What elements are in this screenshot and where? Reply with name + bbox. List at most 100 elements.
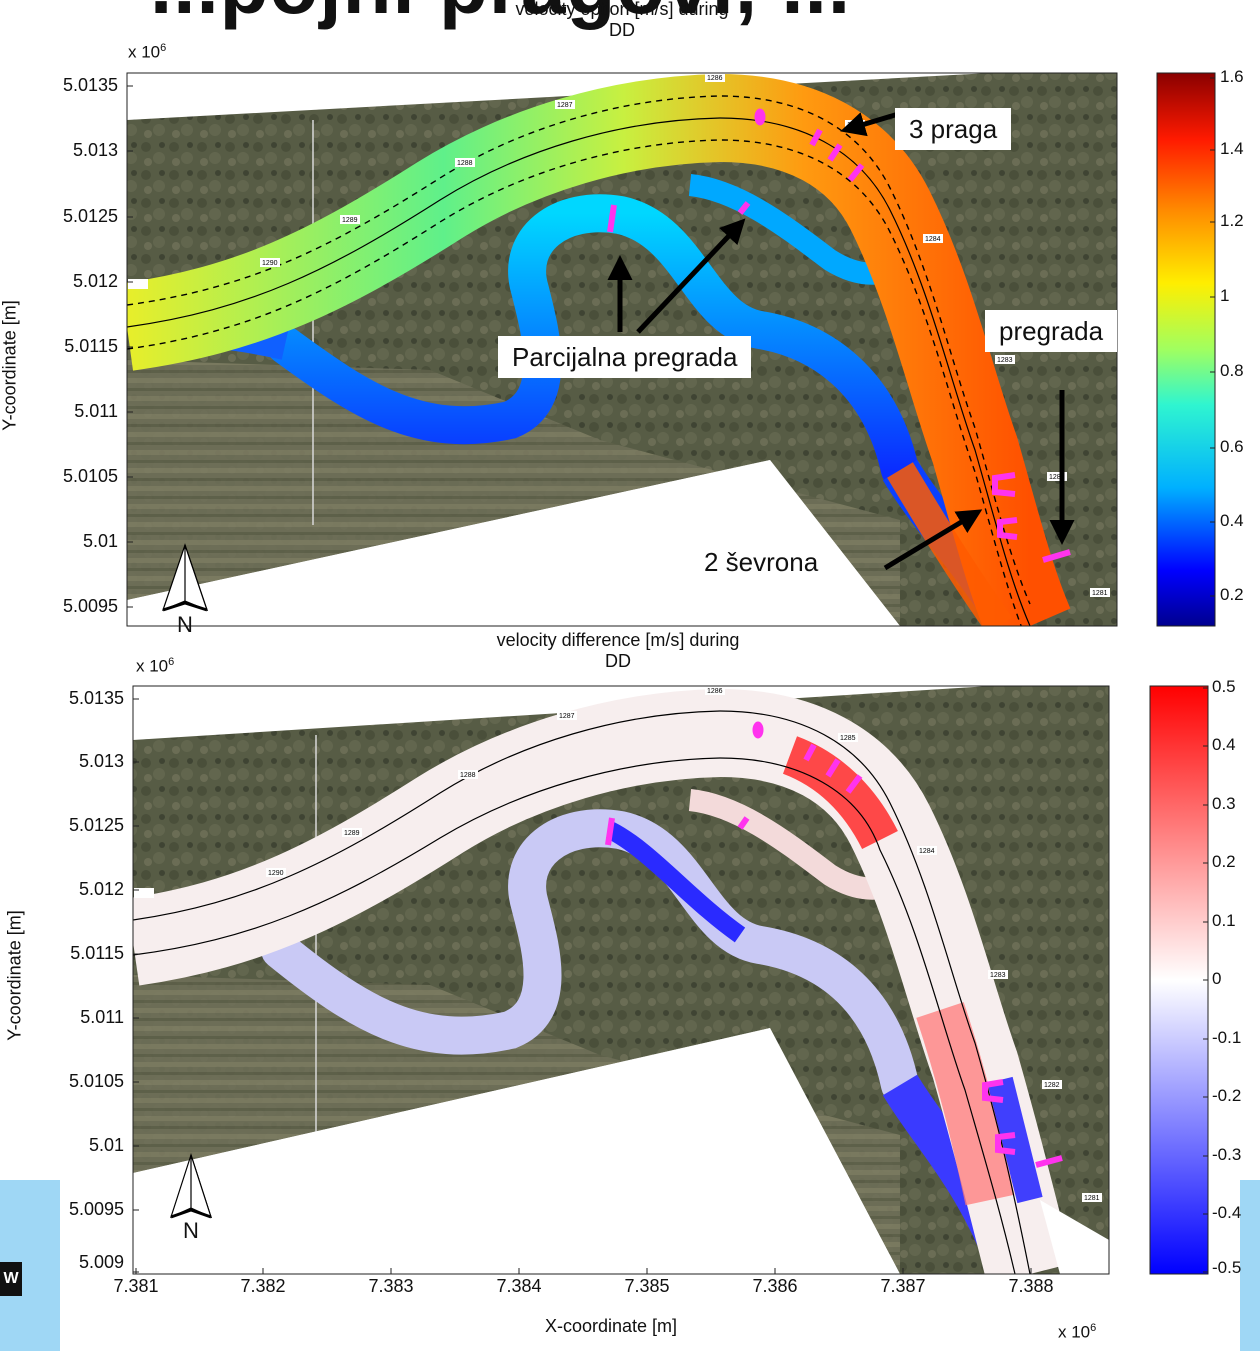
annotation-chevrons: 2 ševrona bbox=[690, 541, 833, 583]
bottom-colorbar-tick: 0.1 bbox=[1212, 911, 1236, 930]
bottom-x-exponent-base: x 10 bbox=[1058, 1322, 1091, 1342]
bottom-decrease-zone-chevrons bbox=[987, 1076, 1043, 1204]
bottom-increase-zone-lower bbox=[916, 1002, 1015, 1206]
top-y-tick: 5.012 bbox=[72, 271, 118, 291]
top-velocity-vectors-b bbox=[127, 139, 1022, 626]
top-colorbar bbox=[1156, 72, 1216, 627]
bottom-north-arrow bbox=[170, 1153, 212, 1219]
top-north-arrow bbox=[162, 543, 208, 612]
bkm-marker-1286-box bbox=[705, 686, 725, 695]
km-marker-1288: 1288 bbox=[457, 160, 473, 167]
bottom-y-tick: 5.012 bbox=[78, 879, 124, 899]
top-plot-title-line2: DD bbox=[609, 20, 635, 40]
top-colorbar-tick: 0.6 bbox=[1220, 437, 1244, 456]
slide-title-fragment: ...pojni pragovi, ... bbox=[150, 0, 851, 32]
top-chevron-reach bbox=[887, 462, 1013, 626]
bkm-marker-1285-box bbox=[838, 733, 858, 742]
bottom-colorbar-tick: 0.5 bbox=[1212, 677, 1236, 696]
bottom-x-tick: 7.385 bbox=[624, 1276, 670, 1296]
top-side-channel-loop bbox=[266, 194, 919, 489]
bottom-plot-title-line1: velocity difference [m/s] during bbox=[496, 630, 740, 650]
bottom-y-tick: 5.009 bbox=[78, 1252, 124, 1272]
top-masked-area bbox=[127, 460, 900, 626]
km-marker-1288-box bbox=[455, 158, 475, 167]
top-white-tick-mark bbox=[128, 279, 148, 289]
top-velocity-vectors-a bbox=[127, 95, 1031, 605]
bottom-y-tick: 5.0125 bbox=[68, 815, 124, 835]
bkm-marker-1288-box bbox=[458, 770, 478, 779]
bottom-side-channel-loop bbox=[261, 809, 919, 1104]
bottom-y-tick: 5.013 bbox=[78, 751, 124, 771]
km-marker-1286-box bbox=[705, 73, 725, 82]
km-marker-1283-box bbox=[995, 355, 1015, 364]
top-y-ticks bbox=[127, 85, 133, 608]
top-fairway-line bbox=[127, 117, 1031, 626]
top-y-exponent: x 106 bbox=[128, 42, 166, 63]
km-marker-1281-box bbox=[1090, 588, 1110, 597]
bkm-marker-1290-box bbox=[266, 868, 286, 877]
top-plot-title: velocity option [m/s] during DD bbox=[412, 0, 832, 41]
top-y-tick: 5.0095 bbox=[62, 596, 118, 616]
annotation-weir: pregrada bbox=[985, 310, 1118, 352]
bkm-marker-1290: 1290 bbox=[268, 870, 284, 877]
bkm-marker-1282: 1282 bbox=[1044, 1082, 1060, 1089]
bottom-colorbar-tick: 0.4 bbox=[1212, 735, 1236, 754]
top-y-axis-label: Y-coordinate [m] bbox=[0, 300, 20, 431]
bkm-marker-1283: 1283 bbox=[990, 972, 1006, 979]
top-y-tick: 5.013 bbox=[72, 140, 118, 160]
bottom-white-tick-mark bbox=[134, 888, 154, 898]
bkm-marker-1281: 1281 bbox=[1084, 1195, 1100, 1202]
top-colorbar-ticks bbox=[1210, 77, 1215, 597]
bottom-y-tick: 5.0115 bbox=[70, 943, 124, 963]
bkm-marker-1281-box bbox=[1082, 1193, 1102, 1202]
km-marker-1283: 1283 bbox=[997, 357, 1013, 364]
bottom-x-tick: 7.388 bbox=[1008, 1276, 1054, 1296]
km-marker-1289: 1289 bbox=[342, 217, 358, 224]
bottom-y-tick: 5.0105 bbox=[68, 1071, 124, 1091]
slide-corner-label: W bbox=[0, 1262, 22, 1296]
bottom-colorbar-tick: 0 bbox=[1212, 969, 1222, 988]
bottom-x-tick: 7.383 bbox=[368, 1276, 414, 1296]
top-y-tick: 5.0105 bbox=[62, 466, 118, 486]
top-structures bbox=[607, 108, 1071, 563]
top-plot-title-line1: velocity option [m/s] during bbox=[515, 0, 729, 19]
bkm-marker-1289-box bbox=[342, 828, 362, 837]
bottom-y-exponent: x 106 bbox=[136, 656, 174, 677]
bottom-colorbar-tick: -0.3 bbox=[1212, 1145, 1242, 1164]
top-colorbar-tick: 0.8 bbox=[1220, 361, 1244, 380]
top-y-tick: 5.01 bbox=[82, 531, 118, 551]
bottom-fairway-line-b bbox=[133, 757, 1016, 1274]
top-colorbar-tick: 1.4 bbox=[1220, 139, 1244, 158]
top-y-tick: 5.0115 bbox=[64, 336, 118, 356]
bkm-marker-1283-box bbox=[988, 970, 1008, 979]
bottom-side-channel-decrease bbox=[605, 821, 746, 943]
bottom-y-tick: 5.0135 bbox=[68, 688, 124, 708]
bottom-plot-title-line2: DD bbox=[605, 651, 631, 671]
bottom-y-axis-label: Y-coordinate [m] bbox=[4, 910, 25, 1041]
bkm-marker-1288: 1288 bbox=[460, 772, 476, 779]
bottom-x-tick: 7.381 bbox=[113, 1276, 159, 1296]
bottom-fairway-line-a bbox=[133, 710, 1031, 1274]
bkm-marker-1284: 1284 bbox=[919, 848, 935, 855]
bottom-colorbar-tick: -0.4 bbox=[1212, 1203, 1242, 1222]
km-marker-1282-box bbox=[1047, 472, 1067, 481]
top-colorbar-tick: 1.2 bbox=[1220, 211, 1244, 230]
top-colorbar-tick: 1 bbox=[1220, 286, 1230, 305]
bkm-marker-1287-box bbox=[557, 711, 577, 720]
bkm-marker-1286: 1286 bbox=[707, 688, 723, 695]
km-marker-1282: 1282 bbox=[1049, 474, 1065, 481]
annotation-tri-sill: 3 praga bbox=[895, 108, 1012, 150]
bottom-colorbar-tick: -0.2 bbox=[1212, 1086, 1242, 1105]
km-marker-1284: 1284 bbox=[925, 236, 941, 243]
bottom-map-panel: 1290 1289 1288 1287 1286 1285 1284 1283 … bbox=[133, 686, 1109, 1274]
bottom-x-exponent: x 106 bbox=[1058, 1322, 1096, 1343]
top-y-tick: 5.011 bbox=[74, 401, 118, 421]
bottom-y-exponent-power: 6 bbox=[168, 656, 175, 668]
km-marker-1286: 1286 bbox=[707, 75, 723, 82]
km-marker-1284-box bbox=[923, 234, 943, 243]
bkm-marker-1289: 1289 bbox=[344, 830, 360, 837]
bkm-marker-1287: 1287 bbox=[559, 713, 575, 720]
bottom-x-axis-label: X-coordinate [m] bbox=[545, 1316, 678, 1336]
bkm-marker-1285: 1285 bbox=[840, 735, 856, 742]
